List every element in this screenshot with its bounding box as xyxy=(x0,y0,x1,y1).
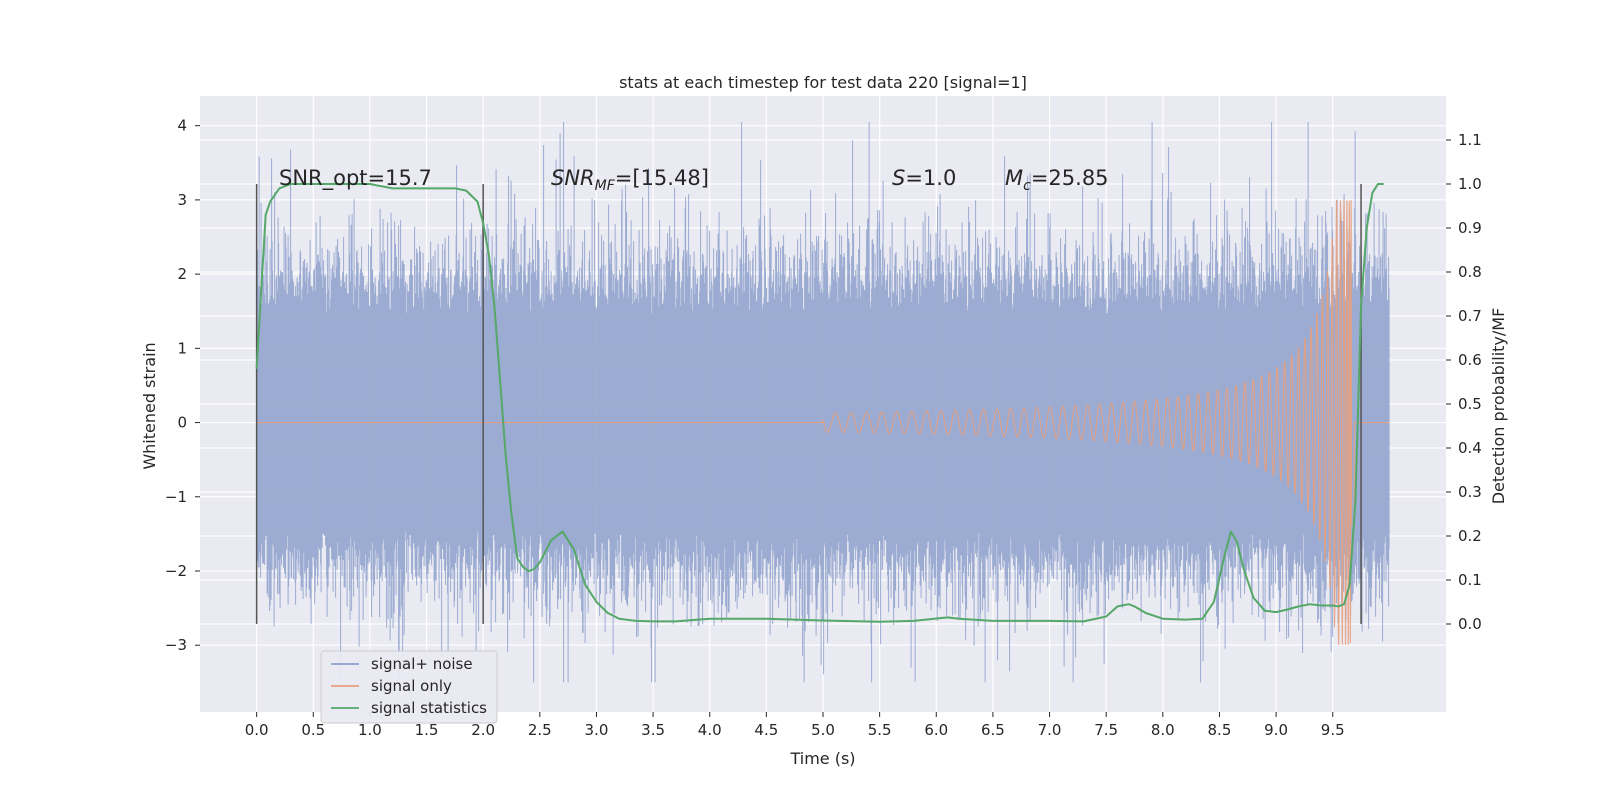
x-tick-label: 7.5 xyxy=(1094,721,1118,739)
y-tick-label: 0 xyxy=(177,414,187,432)
y-right-tick-label: 0.9 xyxy=(1458,219,1482,237)
x-tick-label: 5.0 xyxy=(811,721,835,739)
annotation-mc: Mc=25.85 xyxy=(1005,166,1109,194)
legend-label-signal-statistics: signal statistics xyxy=(371,699,487,717)
x-tick-label: 6.5 xyxy=(981,721,1005,739)
y-axis-label: Whitened strain xyxy=(140,342,159,469)
annotation-snr-mf: SNRMF=[15.48] xyxy=(551,166,709,194)
y-right-tick-label: 0.7 xyxy=(1458,307,1482,325)
x-tick-label: 0.5 xyxy=(301,721,325,739)
x-tick-label: 5.5 xyxy=(868,721,892,739)
x-tick-label: 2.5 xyxy=(528,721,552,739)
x-tick-label: 1.5 xyxy=(415,721,439,739)
annotation-snr-opt: SNR_opt=15.7 xyxy=(279,166,432,191)
y-right-tick-label: 0.6 xyxy=(1458,351,1482,369)
series-signal-only xyxy=(256,199,1390,645)
x-axis-label: Time (s) xyxy=(789,749,855,768)
y-right-tick-label: 0.1 xyxy=(1458,571,1482,589)
y-right-tick-label: 0.5 xyxy=(1458,395,1482,413)
y-right-axis-label: Detection probability/MF xyxy=(1489,308,1508,505)
y-right-tick-label: 0.3 xyxy=(1458,483,1482,501)
y-right-tick-label: 0.4 xyxy=(1458,439,1482,457)
x-tick-label: 4.0 xyxy=(698,721,722,739)
legend-label-signal-only: signal only xyxy=(371,677,452,695)
y-tick-label: 3 xyxy=(177,191,187,209)
y-right-tick-label: 0.0 xyxy=(1458,615,1482,633)
x-tick-label: 8.5 xyxy=(1208,721,1232,739)
x-axis-ticks: 0.0 0.5 1.0 1.5 2.0 2.5 3.0 3.5 4.0 4.5 5.0 5.5 6.0 6… xyxy=(245,712,1345,739)
legend-label-signal-noise: signal+ noise xyxy=(371,655,473,673)
y-tick-label: 4 xyxy=(177,117,187,135)
x-tick-label: 3.0 xyxy=(585,721,609,739)
signal-only-trace xyxy=(256,199,1390,645)
annotation-s: S=1.0 xyxy=(892,166,956,190)
y-tick-label: 1 xyxy=(177,339,187,357)
y-tick-label: −3 xyxy=(165,636,187,654)
legend: signal+ noise signal only signal statist… xyxy=(320,650,498,724)
y-right-tick-label: 1.0 xyxy=(1458,175,1482,193)
x-tick-label: 7.0 xyxy=(1038,721,1062,739)
y-tick-label: −2 xyxy=(165,562,187,580)
y-tick-label: −1 xyxy=(165,488,187,506)
x-tick-label: 3.5 xyxy=(641,721,665,739)
y-right-axis-ticks: 0.0 0.1 0.2 0.3 0.4 0.5 0.6 0.7 0.8 0.9 1.0 1.1 xyxy=(1446,131,1482,633)
signal-statistics-trace xyxy=(255,183,1384,623)
y-right-tick-label: 0.8 xyxy=(1458,263,1482,281)
x-tick-label: 8.0 xyxy=(1151,721,1175,739)
legend-box xyxy=(320,650,498,724)
x-tick-label: 0.0 xyxy=(245,721,269,739)
x-tick-label: 9.5 xyxy=(1321,721,1345,739)
vertical-markers xyxy=(255,184,1362,624)
y-right-tick-label: 0.2 xyxy=(1458,527,1482,545)
y-right-tick-label: 1.1 xyxy=(1458,131,1482,149)
y-tick-label: 2 xyxy=(177,265,187,283)
chart-title: stats at each timestep for test data 220… xyxy=(619,73,1027,92)
x-tick-label: 1.0 xyxy=(358,721,382,739)
x-tick-label: 9.0 xyxy=(1264,721,1288,739)
y-axis-ticks: −3 −2 −1 0 1 2 3 4 xyxy=(165,117,200,654)
series-signal-statistics xyxy=(255,183,1384,623)
x-tick-label: 4.5 xyxy=(754,721,778,739)
x-tick-label: 2.0 xyxy=(471,721,495,739)
x-tick-label: 6.0 xyxy=(924,721,948,739)
